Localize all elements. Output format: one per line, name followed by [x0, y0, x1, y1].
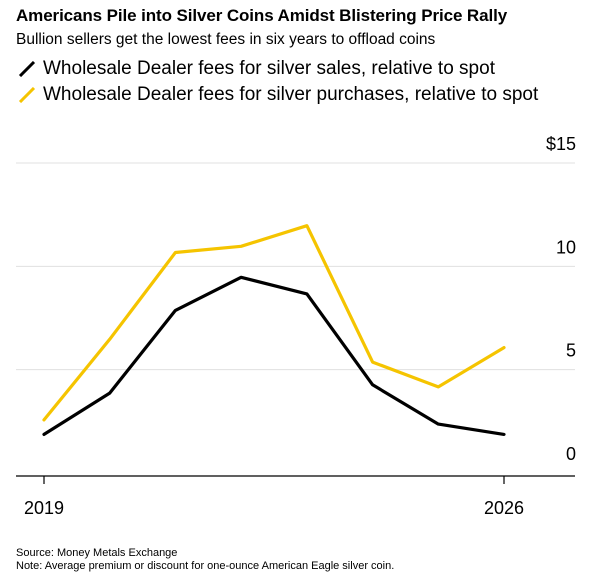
chart-title: Americans Pile into Silver Coins Amidst …: [16, 6, 508, 25]
sales-fee-line: [42, 275, 506, 436]
chart-legend: Wholesale Dealer fees for silver sales, …: [16, 56, 556, 107]
legend-item-sales: Wholesale Dealer fees for silver sales, …: [16, 56, 556, 81]
legend-label-sales: Wholesale Dealer fees for silver sales, …: [43, 58, 495, 79]
y-tick-label: 0: [566, 444, 576, 464]
y-tick-label: $15: [546, 134, 576, 154]
x-tick-label: 2019: [24, 498, 64, 518]
legend-item-purchases: Wholesale Dealer fees for silver purchas…: [16, 82, 556, 107]
y-tick-label: 10: [556, 237, 576, 257]
y-tick-label: 5: [566, 341, 576, 361]
legend-label-purchases: Wholesale Dealer fees for silver purchas…: [43, 84, 539, 105]
footnote: Note: Average premium or discount for on…: [16, 560, 395, 572]
chart-subtitle: Bullion sellers get the lowest fees in s…: [16, 31, 436, 48]
chart-footer: Source: Money Metals Exchange Note: Aver…: [16, 547, 586, 573]
source-note: Source: Money Metals Exchange: [16, 547, 178, 559]
slash-line-icon: [18, 87, 36, 103]
slash-line-icon: [18, 61, 36, 77]
purchase-fee-line: [42, 224, 506, 422]
x-tick-label: 2026: [484, 498, 524, 518]
